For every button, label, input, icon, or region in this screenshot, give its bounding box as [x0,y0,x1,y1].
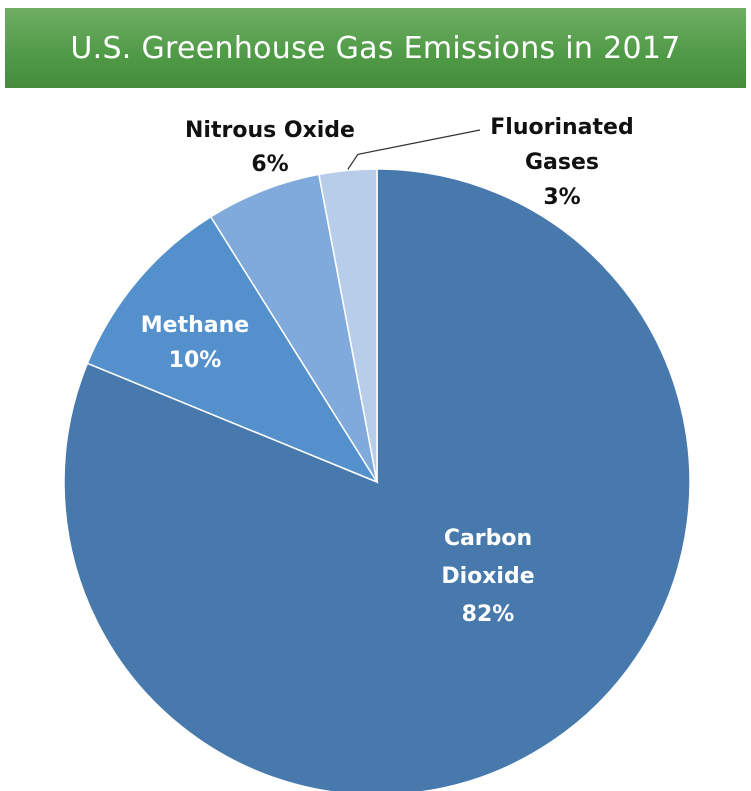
slice-label-carbon-dioxide: Carbon Dioxide 82% [441,526,534,627]
slice-value-methane: 10% [169,348,222,373]
chart-title-bar: U.S. Greenhouse Gas Emissions in 2017 [5,8,746,88]
slice-label-methane: Methane 10% [141,313,249,373]
slice-name-fluorinated-gases: Gases [525,150,599,175]
slice-value-nitrous-oxide: 6% [251,152,288,177]
slice-label-fluorinated-gases: Fluorinated Gases 3% [490,115,633,210]
slice-name-methane: Methane [141,313,249,338]
slice-name-nitrous-oxide: Nitrous Oxide [185,118,355,143]
pie-slice-methane [86,215,379,484]
pie-slice-carbon-dioxide [63,168,691,791]
slice-value-fluorinated-gases: 3% [543,185,580,210]
slice-name-carbon-dioxide: Carbon [444,526,532,551]
chart-title: U.S. Greenhouse Gas Emissions in 2017 [70,30,681,66]
pie-slice-fluorinated-gases [318,168,378,483]
slice-value-carbon-dioxide: 82% [462,602,515,627]
slice-name-fluorinated-gases: Fluorinated [490,115,633,140]
slice-label-nitrous-oxide: Nitrous Oxide 6% [185,118,355,177]
slice-name-carbon-dioxide: Dioxide [441,564,534,589]
leader-line-fluorinated-gases [347,129,481,170]
